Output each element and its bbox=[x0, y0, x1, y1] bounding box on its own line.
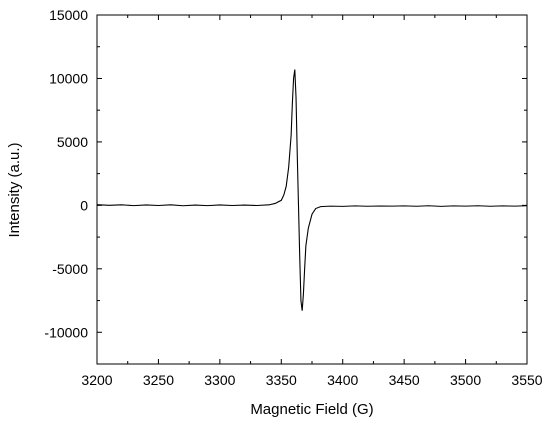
x-axis-title: Magnetic Field (G) bbox=[250, 401, 373, 418]
y-axis-title: Intensity (a.u.) bbox=[6, 142, 23, 237]
x-tick-label: 3450 bbox=[389, 372, 420, 388]
spectrum-line bbox=[96, 69, 528, 311]
x-axis-ticks: 3200 3250 3300 3350 3400 3450 3500 3550 bbox=[81, 15, 543, 388]
y-tick-label: 15000 bbox=[49, 7, 88, 23]
x-tick-label: 3500 bbox=[450, 372, 481, 388]
x-tick-label: 3550 bbox=[511, 372, 542, 388]
y-tick-label: -5000 bbox=[52, 261, 88, 277]
x-tick-label: 3250 bbox=[143, 372, 174, 388]
y-axis-ticks: -10000 -5000 0 5000 10000 15000 bbox=[44, 7, 527, 365]
y-tick-label: 0 bbox=[80, 197, 88, 213]
y-tick-label: 5000 bbox=[57, 134, 88, 150]
x-tick-label: 3400 bbox=[327, 372, 358, 388]
x-tick-label: 3350 bbox=[266, 372, 297, 388]
y-tick-label: 10000 bbox=[49, 70, 88, 86]
plot-area-frame bbox=[96, 14, 528, 365]
x-tick-label: 3200 bbox=[81, 372, 112, 388]
x-tick-label: 3300 bbox=[204, 372, 235, 388]
y-tick-label: -10000 bbox=[44, 324, 88, 340]
